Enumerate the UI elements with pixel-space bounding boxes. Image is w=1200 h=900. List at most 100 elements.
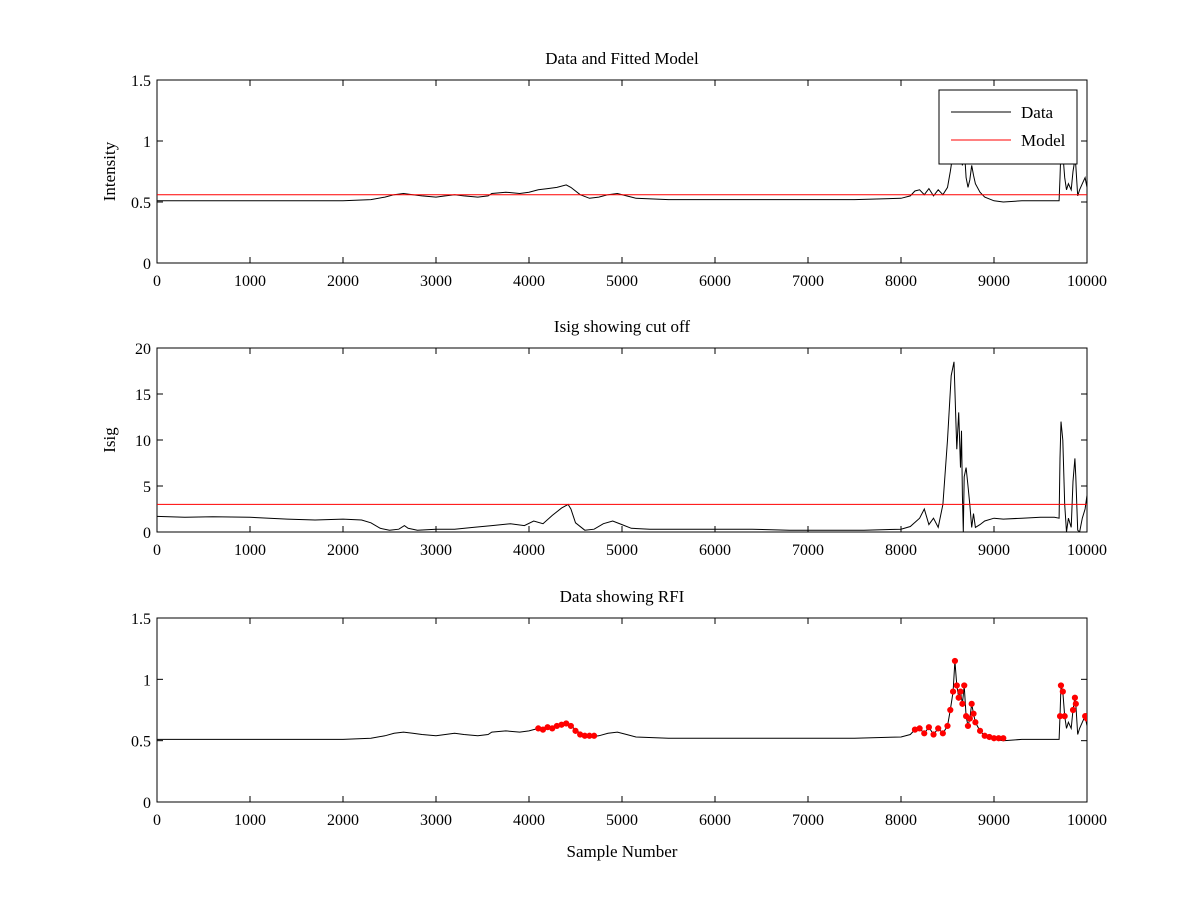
y-tick-label: 0.5	[131, 734, 151, 751]
x-tick-label: 0	[153, 812, 161, 829]
x-tick-label: 1000	[234, 542, 266, 559]
y-axis-label: Isig	[100, 427, 119, 453]
rfi-marker	[1071, 694, 1079, 701]
x-tick-label: 4000	[513, 273, 545, 290]
x-tick-label: 10000	[1067, 273, 1107, 290]
x-tick-label: 9000	[978, 812, 1010, 829]
legend: Data Model	[938, 89, 1078, 165]
rfi-marker	[970, 710, 977, 717]
y-tick-label: 1	[143, 672, 151, 689]
legend-label: Model	[1021, 131, 1066, 150]
rfi-marker	[944, 722, 951, 730]
rfi-marker	[1059, 688, 1066, 695]
x-tick-label: 2000	[327, 542, 359, 559]
x-tick-label: 0	[153, 542, 161, 559]
x-tick-label: 4000	[513, 542, 545, 559]
y-tick-label: 0.5	[131, 195, 151, 212]
x-tick-label: 3000	[420, 542, 452, 559]
chart-title: Isig showing cut off	[554, 317, 690, 336]
axes-box	[156, 347, 1088, 533]
rfi-marker	[961, 682, 968, 689]
legend-box	[938, 89, 1078, 165]
y-axis-label: Intensity	[100, 141, 119, 201]
rfi-marker	[959, 700, 966, 707]
rfi-marker	[966, 715, 973, 722]
rfi-marker	[563, 720, 570, 727]
y-tick-label: 0	[143, 256, 151, 273]
chart-title: Data and Fitted Model	[545, 49, 699, 68]
rfi-marker	[957, 688, 964, 695]
rfi-marker	[1057, 682, 1065, 689]
x-tick-label: 7000	[792, 542, 824, 559]
x-tick-label: 8000	[885, 812, 917, 829]
rfi-marker	[1072, 700, 1079, 707]
rfi-marker	[1083, 715, 1087, 722]
rfi-marker	[925, 724, 933, 731]
rfi-marker	[964, 722, 972, 730]
rfi-marker	[951, 657, 959, 665]
rfi-marker	[947, 706, 954, 714]
panel-data-and-fitted-model: Data and Fitted Model 0 1000 2000 3000 4000 50…	[100, 49, 1107, 290]
plot-area	[157, 122, 1087, 203]
x-tick-label: 4000	[513, 812, 545, 829]
x-tick-label: 9000	[978, 542, 1010, 559]
rfi-marker	[968, 700, 975, 707]
rfi-marker	[972, 719, 979, 726]
rfi-marker	[1000, 735, 1007, 742]
x-tick-label: 1000	[234, 812, 266, 829]
x-tick-label: 10000	[1067, 812, 1107, 829]
x-tick-label: 8000	[885, 273, 917, 290]
rfi-marker	[939, 730, 946, 737]
x-tick-label: 0	[153, 273, 161, 290]
rfi-marker	[567, 722, 574, 730]
rfi-marker	[549, 725, 556, 732]
y-tick-label: 15	[135, 387, 151, 404]
x-tick-label: 10000	[1067, 542, 1107, 559]
rfi-marker	[935, 725, 942, 732]
x-tick-label: 6000	[699, 812, 731, 829]
panel-data-showing-rfi: Data showing RFI 0 1000 2000 3000 4000 5000 600…	[131, 587, 1107, 861]
y-tick-label: 10	[135, 433, 151, 450]
rfi-marker	[930, 731, 937, 738]
plot-area	[157, 361, 1087, 532]
legend-label: Data	[1021, 103, 1054, 122]
y-tick-label: 0	[143, 525, 151, 542]
x-tick-label: 3000	[420, 812, 452, 829]
x-tick-label: 1000	[234, 273, 266, 290]
x-axis-label: Sample Number	[567, 842, 678, 861]
rfi-marker	[976, 727, 984, 734]
rfi-marker	[921, 730, 928, 737]
rfi-marker	[1069, 706, 1077, 714]
plot-area	[157, 657, 1087, 742]
x-tick-label: 3000	[420, 273, 452, 290]
rfi-marker	[916, 725, 923, 732]
panel-isig-showing-cut-off: Isig showing cut off 0 1000 2000 3000 4000 500…	[100, 317, 1107, 559]
y-tick-label: 5	[143, 479, 151, 496]
rfi-marker	[572, 727, 579, 734]
x-tick-label: 5000	[606, 812, 638, 829]
x-tick-label: 6000	[699, 273, 731, 290]
axes-box	[156, 79, 1088, 264]
y-tick-label: 1.5	[131, 73, 151, 90]
x-tick-label: 5000	[606, 273, 638, 290]
x-tick-label: 2000	[327, 812, 359, 829]
rfi-marker	[591, 732, 598, 739]
x-tick-label: 5000	[606, 542, 638, 559]
y-tick-label: 20	[135, 341, 151, 358]
rfi-marker	[1061, 713, 1068, 720]
y-tick-label: 1.5	[131, 611, 151, 628]
y-tick-label: 0	[143, 795, 151, 812]
rfi-marker	[955, 694, 962, 701]
series-0-line	[157, 361, 1087, 532]
x-tick-label: 7000	[792, 812, 824, 829]
chart-title: Data showing RFI	[560, 587, 685, 606]
x-tick-label: 9000	[978, 273, 1010, 290]
x-tick-label: 7000	[792, 273, 824, 290]
rfi-marker	[953, 682, 960, 689]
rfi-marker	[539, 726, 547, 733]
y-tick-label: 1	[143, 134, 151, 151]
x-tick-label: 8000	[885, 542, 917, 559]
rfi-marker	[949, 688, 957, 695]
x-tick-label: 6000	[699, 542, 731, 559]
